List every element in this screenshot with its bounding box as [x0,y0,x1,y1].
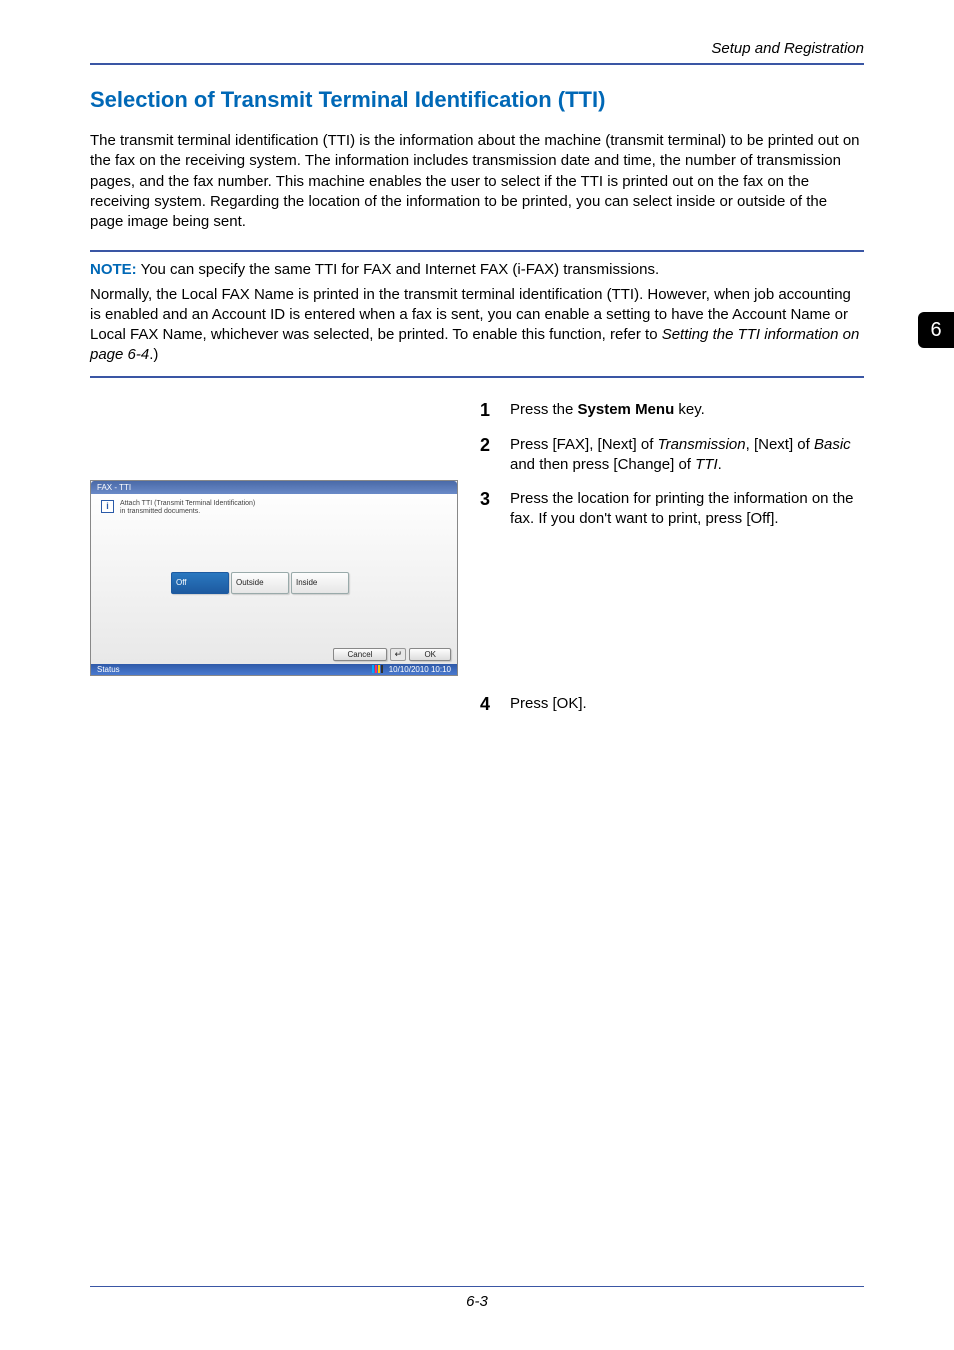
step-2-text: Press [FAX], [Next] of Transmission, [Ne… [510,435,864,476]
step-3-text: Press the location for printing the info… [510,489,864,530]
step-2-b: , [Next] of [746,436,814,453]
step-3: 3 Press the location for printing the in… [480,489,864,530]
status-label: Status [97,665,120,674]
cancel-button[interactable]: Cancel [333,648,388,661]
info-icon: i [101,500,114,513]
running-head-row: Setup and Registration [90,40,864,63]
step-3-number: 3 [480,489,510,530]
step-1: 1 Press the System Menu key. [480,400,864,421]
note-para-text2: .) [149,346,158,363]
step-2: 2 Press [FAX], [Next] of Transmission, [… [480,435,864,476]
note-line1: NOTE: You can specify the same TTI for F… [90,260,864,280]
option-inside[interactable]: Inside [291,572,349,594]
step-1-bold: System Menu [578,401,675,418]
dialog-button-row: Cancel ↵ OK [333,648,451,661]
dialog-status-bar: Status 10/10/2010 10:10 [91,664,457,675]
header-rule [90,63,864,65]
page-number: 6-3 [466,1293,488,1310]
steps-column: 1 Press the System Menu key. 2 Press [FA… [462,400,864,676]
note-label: NOTE: [90,261,137,278]
screenshot-column: FAX - TTI i Attach TTI (Transmit Termina… [90,400,462,676]
step-2-number: 2 [480,435,510,476]
dialog-title: FAX - TTI [91,481,457,494]
enter-icon: ↵ [390,648,406,661]
ok-button[interactable]: OK [409,648,451,661]
page-title: Selection of Transmit Terminal Identific… [90,87,864,113]
step-4-row: 4 Press [OK]. [90,694,864,729]
step-1-text: Press the System Menu key. [510,400,705,421]
step-2-d: . [718,456,722,473]
footer: 6-3 [0,1286,954,1310]
option-row: Off Outside Inside [171,572,349,594]
toner-icon [372,665,383,673]
step-2-i3: TTI [695,456,718,473]
step-4-number: 4 [480,694,510,715]
page: Setup and Registration Selection of Tran… [0,0,954,1350]
step-4-spacer [90,694,462,729]
running-head: Setup and Registration [711,40,864,57]
dialog-info-line1: Attach TTI (Transmit Terminal Identifica… [120,500,255,507]
chapter-tab: 6 [918,312,954,348]
status-time: 10/10/2010 10:10 [389,665,451,674]
dialog-body: i Attach TTI (Transmit Terminal Identifi… [91,494,457,664]
dialog-info-row: i Attach TTI (Transmit Terminal Identifi… [91,494,457,517]
option-off[interactable]: Off [171,572,229,594]
step-1-pre: Press the [510,401,578,418]
step-4-col: 4 Press [OK]. [462,694,864,729]
step-2-i2: Basic [814,436,851,453]
step-4-text: Press [OK]. [510,694,587,715]
steps-area: FAX - TTI i Attach TTI (Transmit Termina… [90,400,864,676]
note-paragraph: Normally, the Local FAX Name is printed … [90,285,864,366]
step-2-a: Press [FAX], [Next] of [510,436,658,453]
status-right: 10/10/2010 10:10 [372,665,451,674]
note-line1-text: You can specify the same TTI for FAX and… [137,261,659,278]
step-4: 4 Press [OK]. [480,694,864,715]
step-1-number: 1 [480,400,510,421]
intro-paragraph: The transmit terminal identification (TT… [90,131,864,232]
dialog-info-line2: in transmitted documents. [120,508,200,515]
footer-rule [90,1286,864,1287]
option-outside[interactable]: Outside [231,572,289,594]
step-2-c: and then press [Change] of [510,456,695,473]
step-2-i1: Transmission [658,436,746,453]
dialog-info-text: Attach TTI (Transmit Terminal Identifica… [120,500,255,517]
note-block: NOTE: You can specify the same TTI for F… [90,250,864,377]
step-1-post: key. [674,401,705,418]
dialog-screenshot: FAX - TTI i Attach TTI (Transmit Termina… [90,480,458,676]
